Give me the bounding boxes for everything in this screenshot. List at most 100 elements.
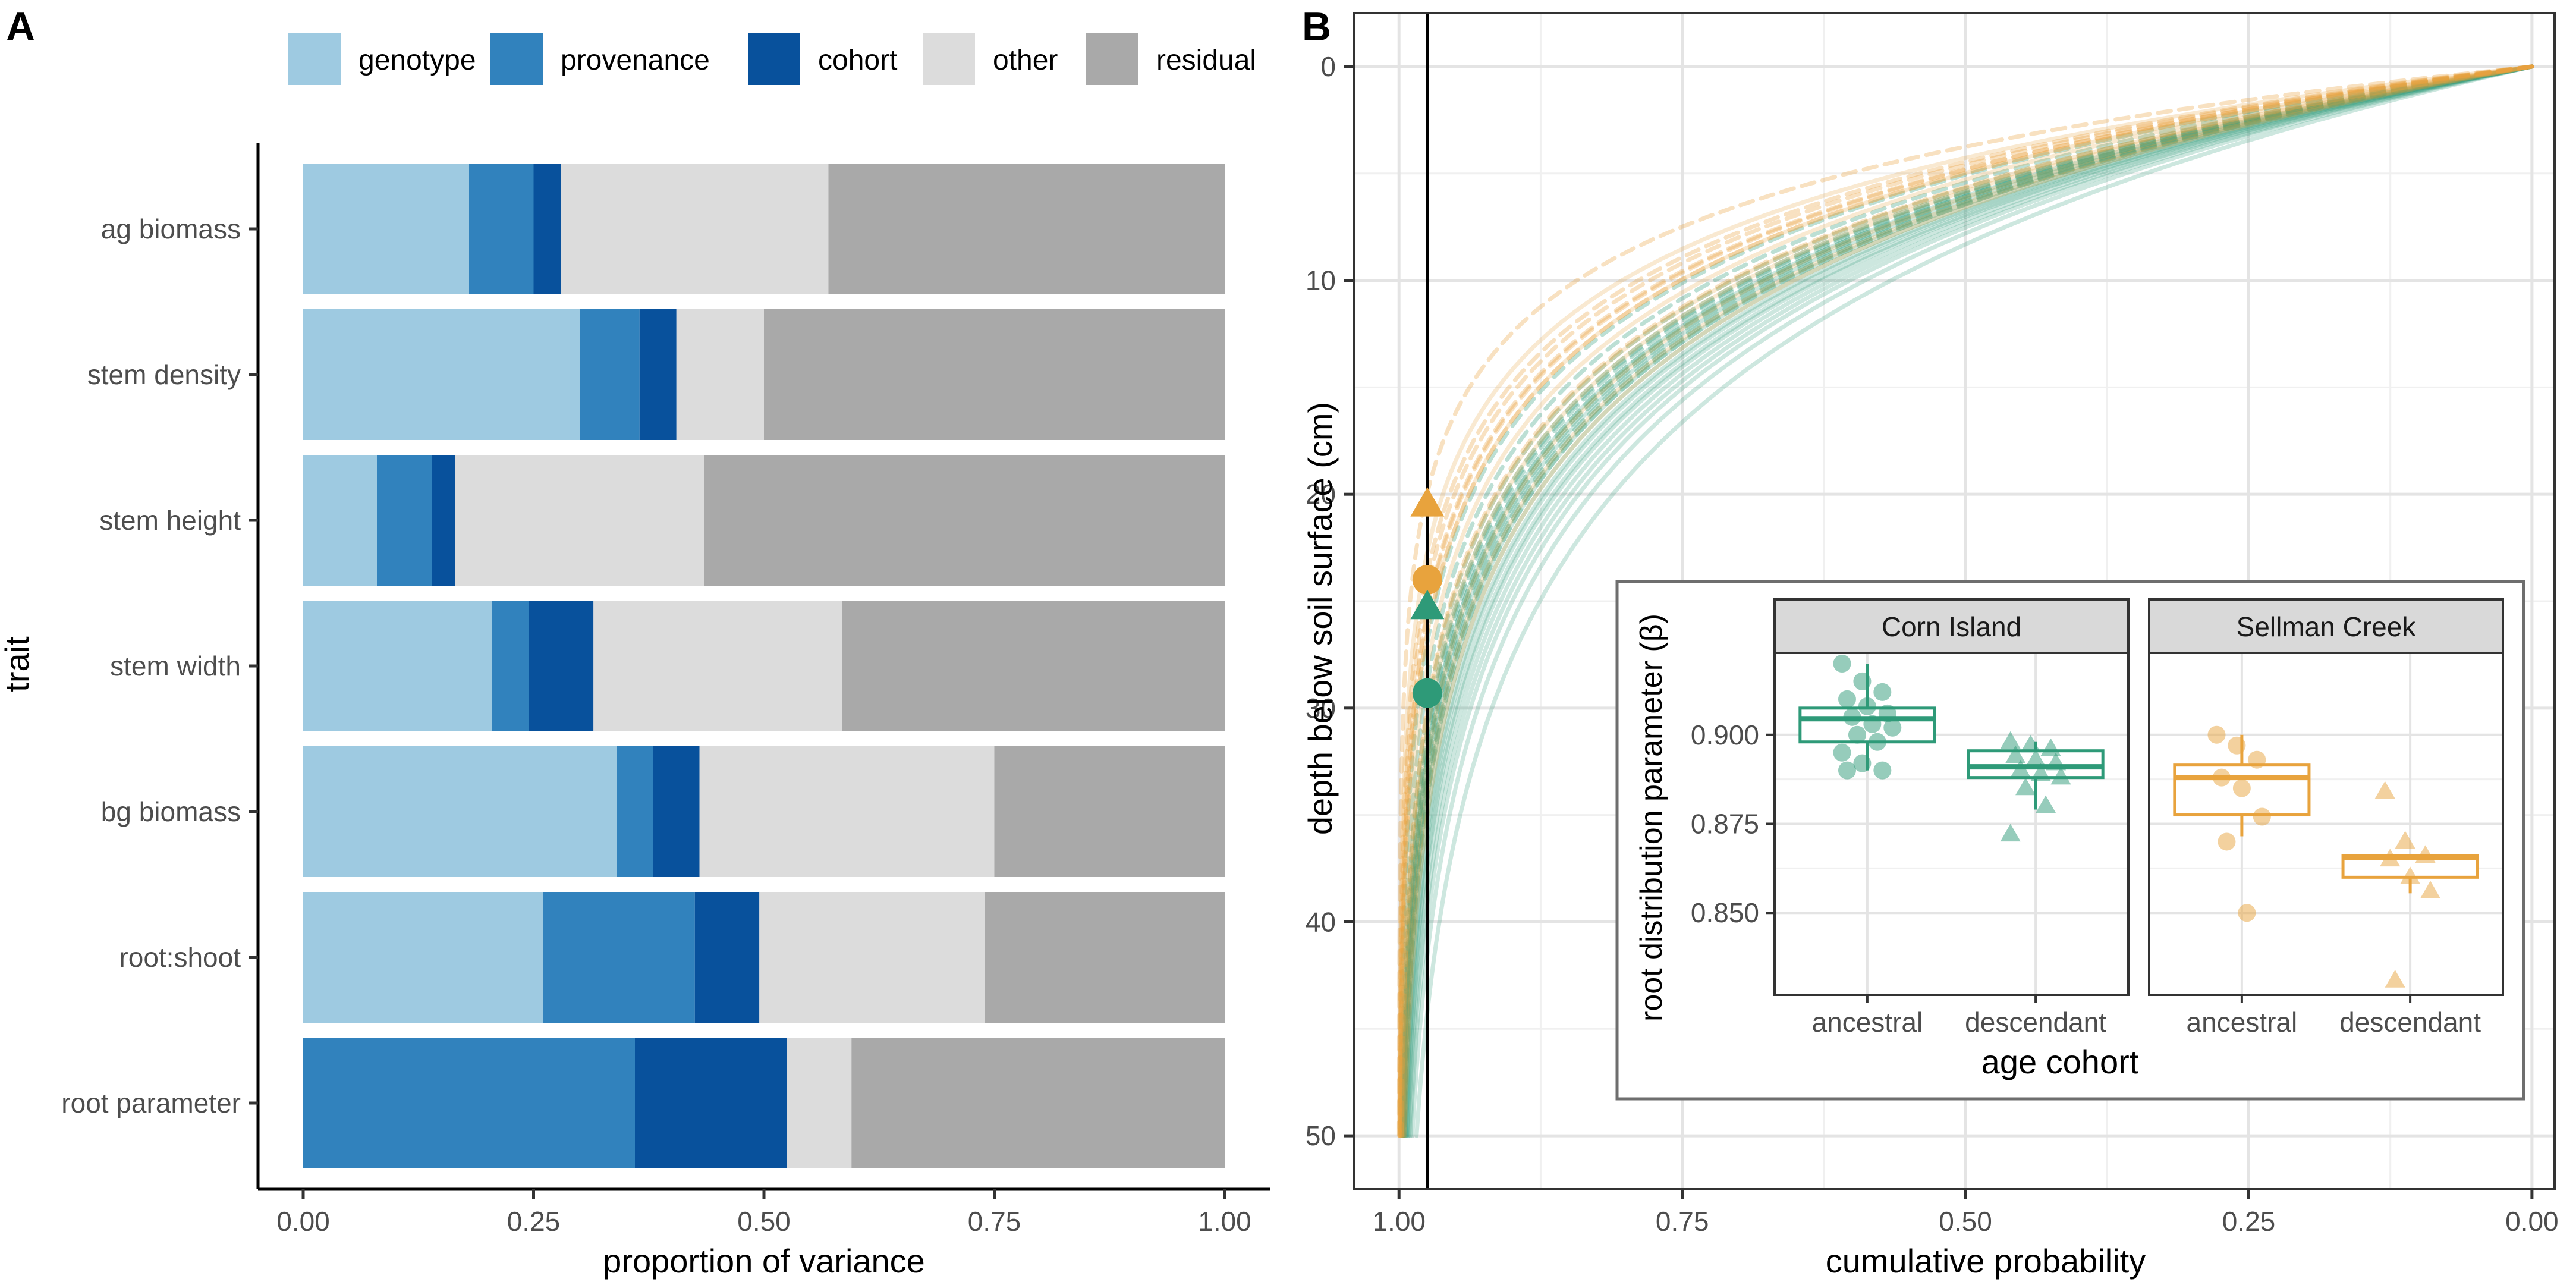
curve-corn-island-ancestral — [1408, 64, 2534, 1138]
curve-sellman-creek-ancestral — [1397, 64, 2534, 1138]
legend-label-cohort: cohort — [818, 45, 897, 76]
inset-x-axis-title: age cohort — [1981, 1043, 2139, 1080]
panel-b: B 1.00 0.75 0.50 0.25 0.00 0 10 20 30 40 50 cumula… — [1301, 4, 2559, 1280]
panel-a-y-tick-label: root:shoot — [119, 942, 241, 973]
facet-strip-sellman-creek — [2148, 598, 2504, 654]
point-sellman-creek-descendant — [2415, 845, 2436, 863]
bar-stem-height-provenance — [377, 455, 432, 586]
panel-a-y-tick-label: root parameter — [61, 1088, 241, 1118]
point-sellman-creek-ancestral — [2232, 779, 2251, 797]
curve-corn-island-ancestral — [1401, 64, 2534, 1138]
point-corn-island-descendant — [2000, 731, 2021, 749]
panel-a-legend: genotype provenance cohort other residual — [288, 33, 1256, 85]
point-corn-island-ancestral — [1868, 733, 1886, 751]
legend-swatch-genotype — [288, 33, 341, 85]
bar-bg-biomass-provenance — [617, 746, 653, 877]
bar-stem-height-other — [455, 455, 704, 586]
panel-b-y-tick-label: 50 — [1306, 1120, 1336, 1151]
point-sellman-creek-ancestral — [2238, 904, 2256, 922]
point-corn-island-descendant — [2035, 795, 2056, 813]
inset-x-tick-label: ancestral — [2187, 1007, 2298, 1038]
facet-strip-label-sellman-creek: Sellman Creek — [2237, 611, 2417, 642]
bar-stem-width-other — [593, 601, 842, 731]
legend-label-other: other — [993, 45, 1058, 76]
point-sellman-creek-ancestral — [2212, 768, 2231, 787]
bar-ag-biomass-cohort — [533, 164, 561, 294]
legend-swatch-provenance — [490, 33, 543, 85]
panel-b-label: B — [1302, 4, 1331, 49]
point-sellman-creek-ancestral — [2228, 736, 2246, 755]
legend-label-provenance: provenance — [561, 45, 710, 76]
bar-bg-biomass-residual — [994, 746, 1225, 877]
bar-stem-height-genotype — [303, 455, 377, 586]
point-corn-island-descendant — [2000, 824, 2021, 842]
panel-b-x-tick-label: 0.50 — [1939, 1206, 1992, 1237]
point-corn-island-descendant — [2040, 738, 2061, 756]
inset-y-tick-label: 0.900 — [1691, 719, 1759, 750]
point-corn-island-descendant — [2005, 745, 2026, 763]
panel-a-bars — [303, 164, 1225, 1168]
curve-corn-island-descendant — [1401, 64, 2534, 1138]
bar-stem-width-provenance — [492, 601, 529, 731]
inset-y-tick-label: 0.850 — [1691, 897, 1759, 928]
inset-y-tick-label: 0.875 — [1691, 809, 1759, 840]
panel-b-y-tick-label: 0 — [1320, 51, 1336, 82]
curve-corn-island-ancestral — [1404, 64, 2534, 1138]
panel-a-y-tick-label: stem height — [99, 505, 241, 536]
curve-sellman-creek-descendant — [1399, 64, 2534, 1138]
marker-sellman-creek-ancestral — [1412, 565, 1442, 595]
panel-b-plot-border — [1353, 12, 2556, 1190]
curve-corn-island-descendant — [1400, 64, 2534, 1138]
curve-corn-island-ancestral — [1403, 64, 2534, 1138]
curve-corn-island-descendant — [1401, 64, 2534, 1138]
point-corn-island-descendant — [2050, 766, 2071, 785]
curve-corn-island-descendant — [1401, 64, 2534, 1138]
panel-a-x-tick-label: 0.00 — [276, 1206, 330, 1237]
point-corn-island-ancestral — [1873, 761, 1892, 780]
bar-ag-biomass-provenance — [469, 164, 534, 294]
bar-stem-density-residual — [764, 309, 1225, 440]
legend-swatch-residual — [1086, 33, 1138, 85]
legend-label-genotype: genotype — [358, 45, 476, 76]
point-corn-island-ancestral — [1873, 683, 1892, 701]
curve-sellman-creek-ancestral — [1398, 64, 2534, 1138]
point-corn-island-ancestral — [1858, 697, 1876, 715]
panel-b-y-axis-title: depth below soil surface (cm) — [1301, 402, 1339, 835]
bar-bg-biomass-genotype — [303, 746, 617, 877]
point-corn-island-descendant — [2010, 759, 2031, 778]
bar-stem-density-cohort — [639, 309, 677, 440]
bar-root-shoot-provenance — [543, 892, 695, 1023]
curve-corn-island-ancestral — [1405, 64, 2534, 1138]
curve-corn-island-descendant — [1398, 64, 2534, 1138]
curve-corn-island-descendant — [1402, 64, 2534, 1138]
bar-ag-biomass-residual — [828, 164, 1225, 294]
inset-content: Corn Island ancestral descendant Sellman Cr… — [1691, 598, 2504, 1038]
curve-sellman-creek-ancestral — [1402, 64, 2534, 1138]
panel-b-markers — [1410, 13, 1445, 1189]
point-corn-island-ancestral — [1838, 761, 1856, 780]
bar-root-parameter-cohort — [635, 1038, 787, 1168]
panel-b-x-tick-label: 0.25 — [2222, 1206, 2276, 1237]
curve-sellman-creek-ancestral — [1399, 64, 2534, 1138]
marker-corn-island-ancestral — [1412, 678, 1442, 708]
bar-bg-biomass-cohort — [653, 746, 700, 877]
curve-corn-island-ancestral — [1402, 64, 2534, 1138]
panel-a: A genotype provenance cohort other residual … — [0, 4, 1270, 1280]
panel-b-axes: 1.00 0.75 0.50 0.25 0.00 0 10 20 30 40 50 — [1306, 12, 2559, 1237]
point-sellman-creek-ancestral — [2218, 832, 2236, 851]
panel-a-y-tick-label: stem width — [110, 651, 241, 681]
curve-corn-island-ancestral — [1406, 64, 2534, 1138]
bar-stem-density-genotype — [303, 309, 580, 440]
panel-b-x-tick-label: 0.00 — [2505, 1206, 2559, 1237]
panel-a-x-tick-label: 0.50 — [737, 1206, 791, 1237]
curve-corn-island-ancestral — [1414, 64, 2534, 1138]
point-corn-island-ancestral — [1843, 708, 1861, 726]
point-sellman-creek-descendant — [2374, 781, 2395, 799]
legend-swatch-other — [923, 33, 975, 85]
bar-root-parameter-other — [787, 1038, 852, 1168]
point-sellman-creek-descendant — [2385, 970, 2405, 988]
point-sellman-creek-ancestral — [2207, 725, 2226, 744]
panel-a-x-tick-label: 0.25 — [507, 1206, 561, 1237]
panel-a-y-tick-label: stem density — [87, 359, 241, 390]
point-corn-island-ancestral — [1833, 654, 1851, 673]
